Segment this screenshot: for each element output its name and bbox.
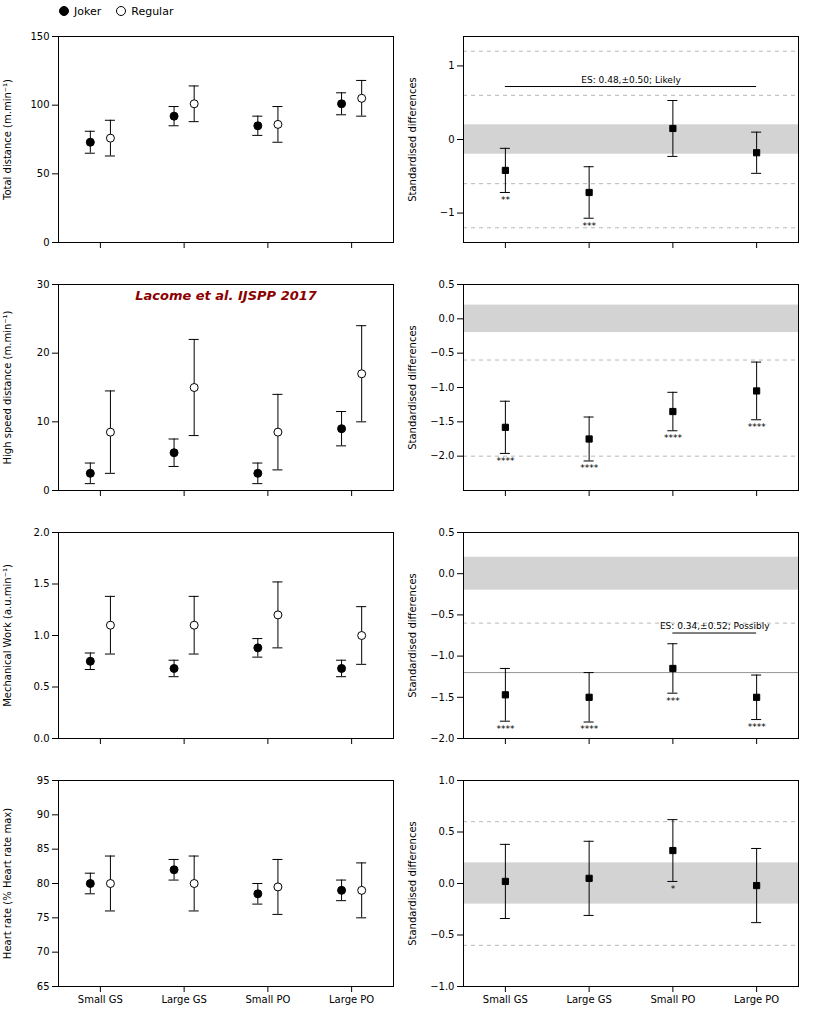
svg-text:Small PO: Small PO xyxy=(650,994,695,1005)
svg-text:85: 85 xyxy=(37,843,50,854)
html-text:Joker: Joker xyxy=(74,4,102,18)
svg-text:−1: −1 xyxy=(440,207,455,218)
svg-text:Large GS: Large GS xyxy=(566,994,611,1005)
svg-text:0: 0 xyxy=(43,485,49,496)
svg-text:95: 95 xyxy=(37,775,50,786)
svg-text:−2.0: −2.0 xyxy=(430,733,454,744)
svg-text:Lacome et al. IJSPP 2017: Lacome et al. IJSPP 2017 xyxy=(135,288,318,303)
svg-text:Large PO: Large PO xyxy=(329,994,374,1005)
svg-text:****: **** xyxy=(664,433,683,443)
svg-text:0.5: 0.5 xyxy=(439,826,455,837)
svg-text:Standardised differences: Standardised differences xyxy=(407,77,418,202)
svg-text:High speed distance (m.min⁻¹): High speed distance (m.min⁻¹) xyxy=(2,310,13,464)
svg-text:−0.5: −0.5 xyxy=(430,929,454,940)
svg-text:−1.0: −1.0 xyxy=(430,981,454,992)
svg-text:150: 150 xyxy=(30,31,49,42)
svg-text:50: 50 xyxy=(37,168,50,179)
svg-text:0: 0 xyxy=(448,134,454,145)
svg-text:−0.5: −0.5 xyxy=(430,609,454,620)
svg-text:Small PO: Small PO xyxy=(245,994,290,1005)
svg-text:***: *** xyxy=(582,221,596,231)
svg-text:Standardised differences: Standardised differences xyxy=(407,325,418,450)
svg-text:Small GS: Small GS xyxy=(78,994,123,1005)
svg-text:Heart rate (% Heart rate max): Heart rate (% Heart rate max) xyxy=(2,808,13,959)
svg-text:****: **** xyxy=(580,724,599,734)
svg-text:ES: 0.34,±0.52; Possibly: ES: 0.34,±0.52; Possibly xyxy=(660,621,770,631)
svg-text:**: ** xyxy=(501,195,511,205)
svg-text:Small GS: Small GS xyxy=(483,994,528,1005)
svg-text:−0.5: −0.5 xyxy=(430,347,454,358)
svg-text:30: 30 xyxy=(37,279,50,290)
svg-text:75: 75 xyxy=(37,912,50,923)
svg-text:−1.0: −1.0 xyxy=(430,650,454,661)
svg-text:0.5: 0.5 xyxy=(34,681,50,692)
svg-text:1.5: 1.5 xyxy=(34,578,50,589)
svg-text:****: **** xyxy=(748,722,767,732)
svg-text:Standardised differences: Standardised differences xyxy=(407,573,418,698)
svg-text:*: * xyxy=(671,884,676,894)
html-text:Regular: Regular xyxy=(131,4,174,18)
svg-text:Standardised differences: Standardised differences xyxy=(407,821,418,946)
svg-text:****: **** xyxy=(496,724,515,734)
svg-text:ES: 0.48,±0.50; Likely: ES: 0.48,±0.50; Likely xyxy=(581,75,681,85)
svg-text:1.0: 1.0 xyxy=(439,775,455,786)
svg-text:−1.5: −1.5 xyxy=(430,692,454,703)
svg-text:Large PO: Large PO xyxy=(734,994,779,1005)
svg-text:10: 10 xyxy=(37,416,50,427)
svg-text:2.0: 2.0 xyxy=(34,527,50,538)
svg-text:1.0: 1.0 xyxy=(34,630,50,641)
svg-text:0.0: 0.0 xyxy=(34,733,50,744)
svg-text:Large GS: Large GS xyxy=(161,994,206,1005)
svg-text:65: 65 xyxy=(37,981,50,992)
svg-text:Mechanical Work (a.u.min⁻¹): Mechanical Work (a.u.min⁻¹) xyxy=(2,564,13,707)
svg-text:1: 1 xyxy=(448,60,454,71)
svg-text:−1.0: −1.0 xyxy=(430,382,454,393)
svg-text:0: 0 xyxy=(43,237,49,248)
svg-text:−1.5: −1.5 xyxy=(430,416,454,427)
svg-text:80: 80 xyxy=(37,878,50,889)
svg-text:−2.0: −2.0 xyxy=(430,450,454,461)
svg-text:0.0: 0.0 xyxy=(439,568,455,579)
svg-text:100: 100 xyxy=(30,99,49,110)
svg-text:20: 20 xyxy=(37,347,50,358)
svg-text:****: **** xyxy=(748,422,767,432)
svg-text:Total distance (m.min⁻¹): Total distance (m.min⁻¹) xyxy=(2,79,13,201)
svg-text:70: 70 xyxy=(37,946,50,957)
svg-text:***: *** xyxy=(666,696,680,706)
svg-text:****: **** xyxy=(496,456,515,466)
svg-text:0.5: 0.5 xyxy=(439,279,455,290)
svg-text:0.0: 0.0 xyxy=(439,313,455,324)
svg-text:90: 90 xyxy=(37,809,50,820)
svg-text:0.0: 0.0 xyxy=(439,878,455,889)
svg-text:0.5: 0.5 xyxy=(439,527,455,538)
svg-text:****: **** xyxy=(580,463,599,473)
